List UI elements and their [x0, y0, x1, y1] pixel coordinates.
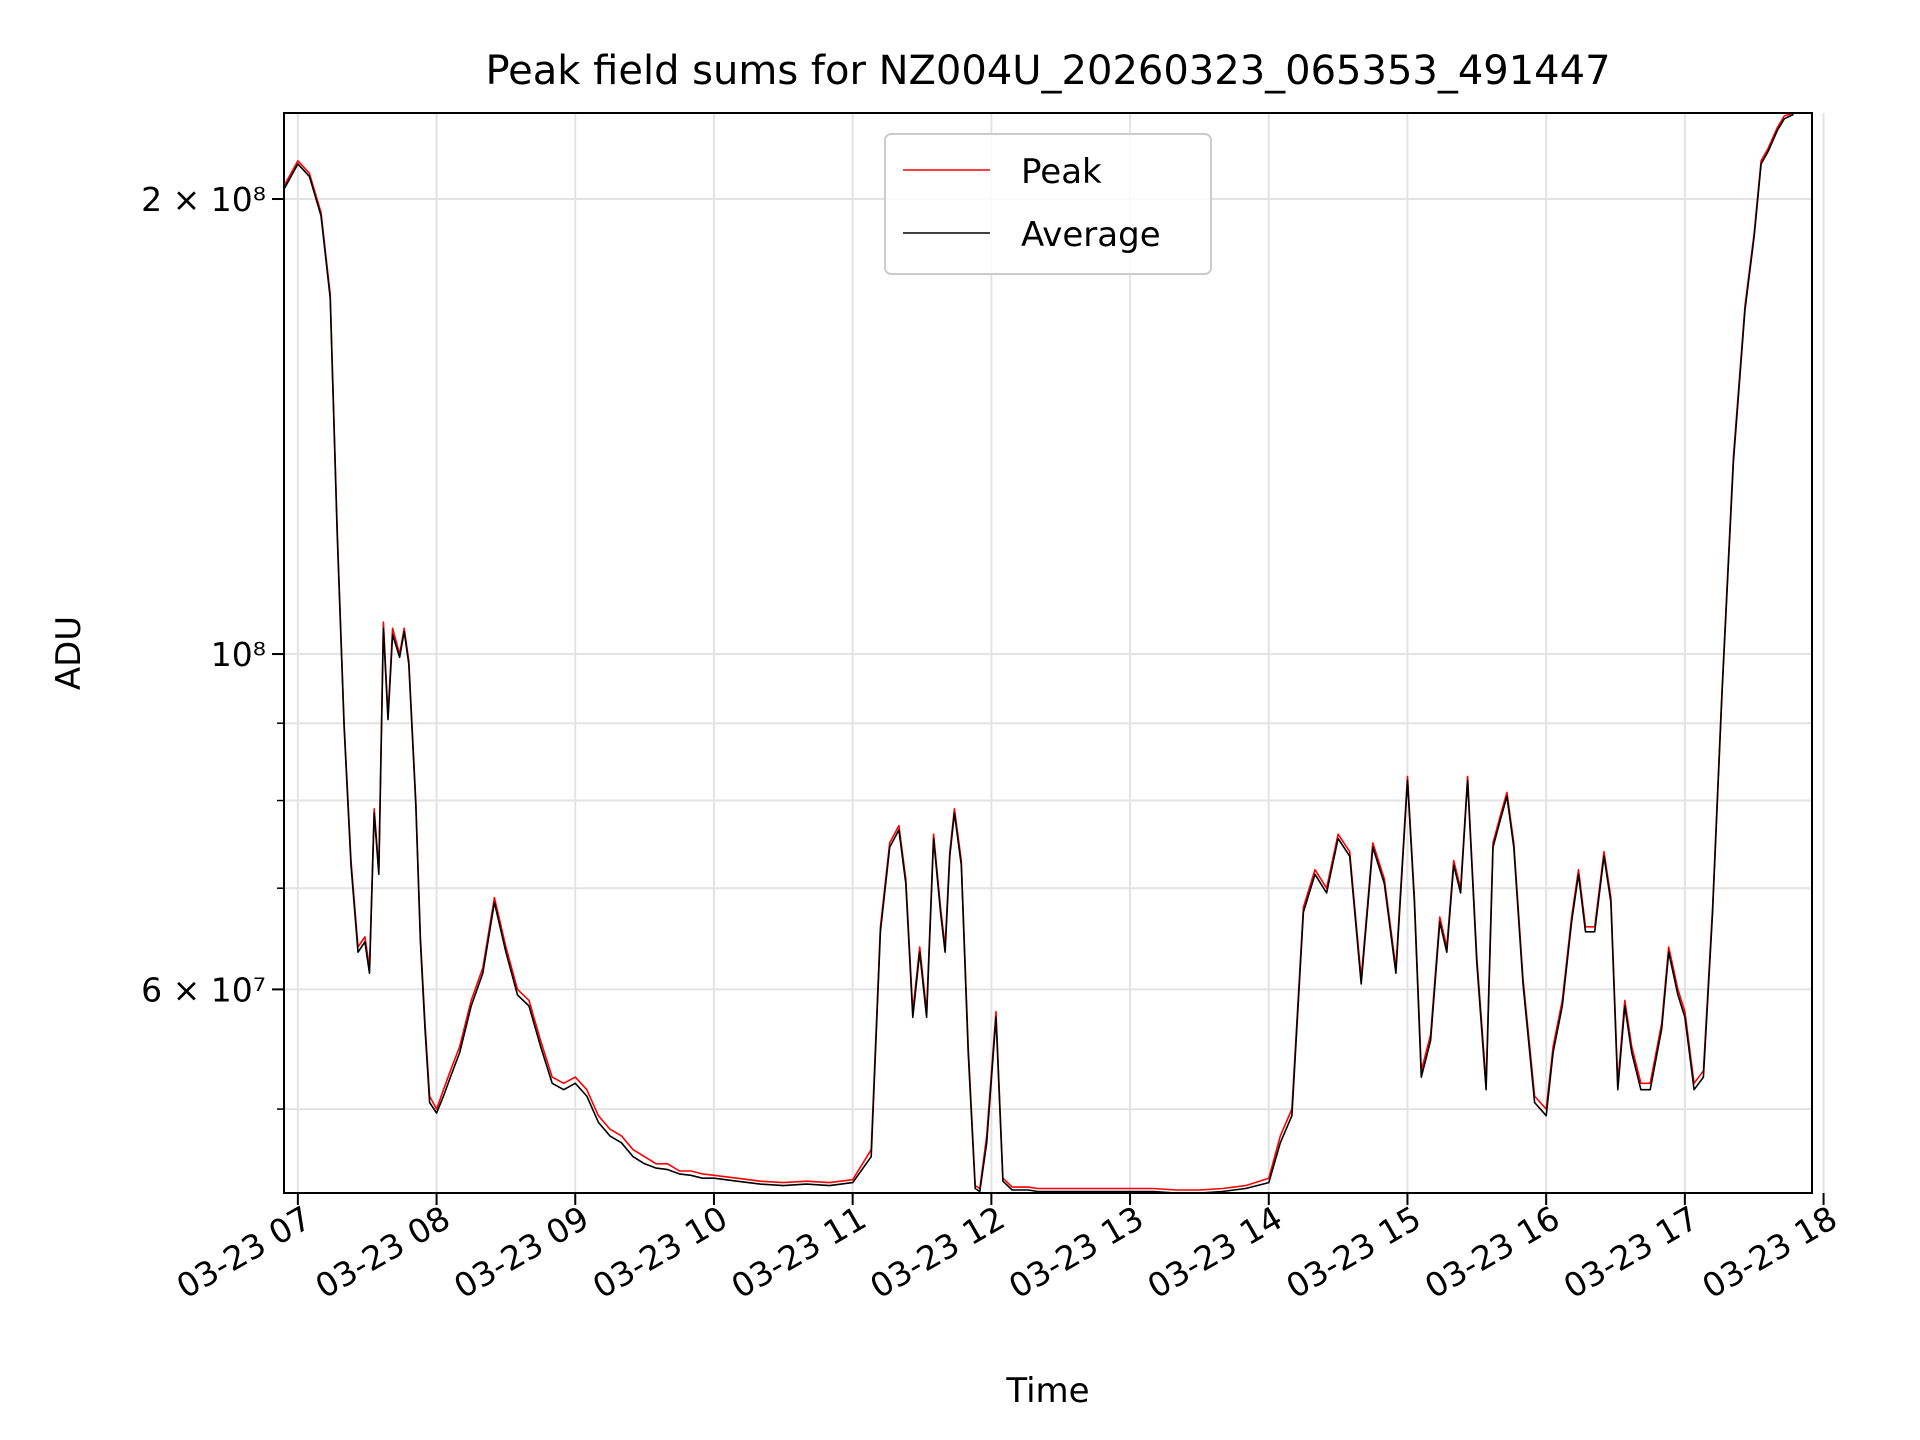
y-axis: 2 × 10⁸ 10⁸ 6 × 10⁷ — [141, 180, 284, 1110]
plot-frame — [283, 112, 1813, 1194]
y-tick-label: 10⁸ — [211, 635, 266, 674]
y-tick-label: 6 × 10⁷ — [141, 970, 266, 1009]
y-tick-label: 2 × 10⁸ — [141, 180, 266, 219]
chart-title: Peak field sums for NZ004U_20260323_0653… — [485, 48, 1610, 94]
legend: Peak Average — [884, 133, 1212, 275]
series-line-average — [284, 113, 1794, 1193]
legend-label-average: Average — [1021, 215, 1161, 255]
y-axis-label: ADU — [49, 616, 89, 690]
gridlines — [284, 113, 1825, 1193]
series-lines — [284, 113, 1794, 1193]
legend-label-peak: Peak — [1021, 152, 1102, 192]
legend-box — [884, 133, 1212, 275]
x-axis-label: Time — [1005, 1371, 1089, 1411]
